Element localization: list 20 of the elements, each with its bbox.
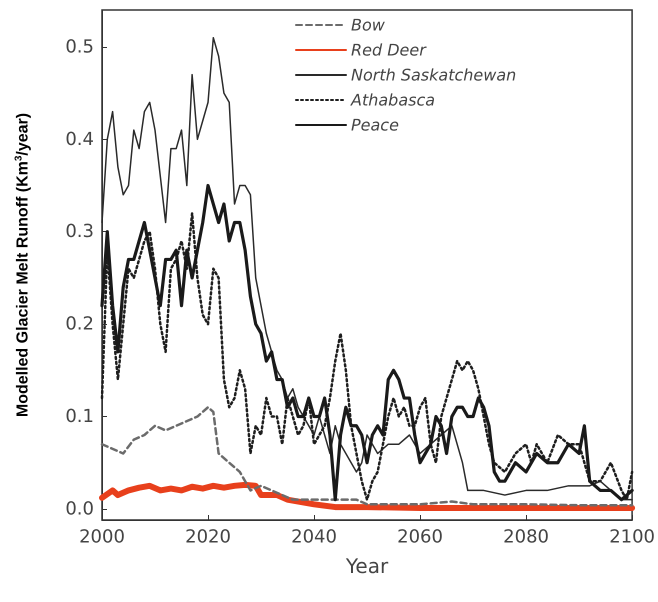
- legend-label: Peace: [351, 116, 400, 134]
- x-tick-label: 2020: [185, 526, 231, 548]
- legend-label: Bow: [351, 16, 386, 34]
- x-tick-label: 2080: [503, 526, 549, 548]
- legend-label: North Saskatchewan: [351, 66, 516, 84]
- x-tick-label: 2100: [609, 526, 655, 548]
- line-series: [100, 406, 634, 506]
- y-tick-label: 0.2: [65, 314, 94, 335]
- legend-label: Red Deer: [351, 40, 428, 60]
- y-axis-title: Modelled Glacier Melt Runoff (Km3/year): [14, 112, 32, 418]
- x-tick-label: 2040: [291, 526, 337, 548]
- x-axis-title: Year: [344, 554, 389, 578]
- y-tick-label: 0.5: [65, 36, 94, 58]
- y-tick-label: 0.4: [65, 128, 94, 150]
- legend-label: Athabasca: [350, 90, 436, 110]
- x-tick-label: 2000: [79, 526, 125, 548]
- y-tick-label: 0.3: [65, 221, 94, 242]
- y-tick-label: 0.0: [65, 498, 94, 520]
- y-tick-label: 0.1: [65, 406, 94, 428]
- x-tick-label: 2060: [397, 526, 443, 548]
